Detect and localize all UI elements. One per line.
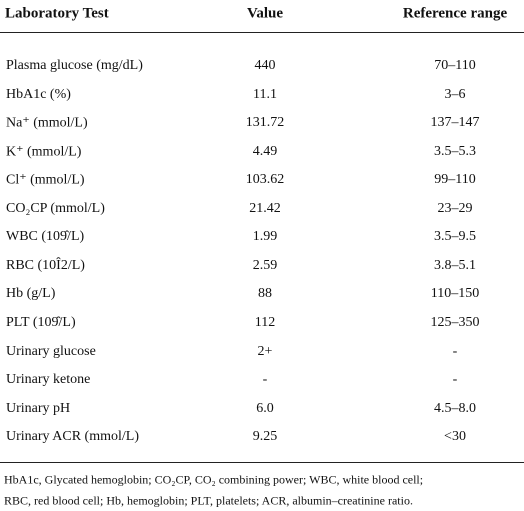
test-name: Na⁺ (mmol/L) [6, 115, 88, 131]
test-name: WBC (109̂/L) [6, 229, 85, 245]
footnote: HbA1c, Glycated hemoglobin; CO₂CP, CO₂ c… [4, 472, 424, 487]
reference-range: 3–6 [444, 86, 466, 102]
bottom-rule [0, 462, 524, 463]
test-name: K⁺ (mmol/L) [6, 144, 82, 160]
test-name: CO₂CP (mmol/L) [6, 200, 105, 216]
column-header: Reference range [402, 5, 508, 22]
reference-range: 4.5–8.0 [434, 400, 476, 416]
test-value: 440 [254, 58, 276, 73]
reference-range: <30 [444, 429, 466, 445]
test-name: Urinary ketone [6, 372, 91, 388]
test-name: HbA1c (%) [6, 86, 71, 102]
footnote: RBC, red blood cell; Hb, hemoglobin; PLT… [4, 493, 413, 508]
test-value: 2+ [257, 343, 273, 359]
test-name: Hb (g/L) [6, 286, 56, 302]
reference-range: 110–150 [430, 286, 480, 302]
reference-range: 23–29 [437, 200, 473, 216]
test-name: Urinary ACR (mmol/L) [6, 429, 139, 445]
test-name: Cl⁺ (mmol/L) [6, 172, 85, 188]
column-header: Laboratory Test [5, 5, 109, 22]
header-rule [0, 32, 524, 33]
reference-range: - [452, 343, 458, 359]
test-value: 1.99 [252, 229, 278, 245]
test-name: RBC (10Î2/L) [6, 257, 85, 273]
reference-range: 70–110 [434, 58, 476, 73]
reference-range: 3.8–5.1 [434, 257, 476, 273]
test-value: - [262, 372, 268, 388]
test-value: 131.72 [245, 115, 285, 131]
reference-range: 137–147 [430, 115, 480, 131]
test-value: 9.25 [252, 429, 278, 445]
column-header: Value [246, 5, 284, 22]
test-value: 103.62 [245, 172, 285, 188]
reference-range: 125–350 [430, 314, 480, 330]
test-value: 2.59 [252, 257, 278, 273]
test-name: Urinary pH [6, 400, 71, 416]
test-value: 21.42 [249, 200, 281, 216]
test-value: 88 [258, 286, 272, 302]
test-value: 112 [254, 314, 276, 330]
reference-range: 3.5–5.3 [434, 143, 476, 159]
reference-range: 99–110 [434, 172, 476, 188]
test-name: Urinary glucose [6, 343, 96, 359]
test-value: 11.1 [253, 86, 277, 102]
reference-range: - [452, 372, 458, 388]
test-value: 4.49 [252, 143, 278, 159]
test-name: PLT (109̂/L) [6, 314, 76, 330]
test-name: Plasma glucose (mg/dL) [6, 58, 143, 73]
test-value: 6.0 [256, 400, 274, 416]
reference-range: 3.5–9.5 [434, 229, 476, 245]
